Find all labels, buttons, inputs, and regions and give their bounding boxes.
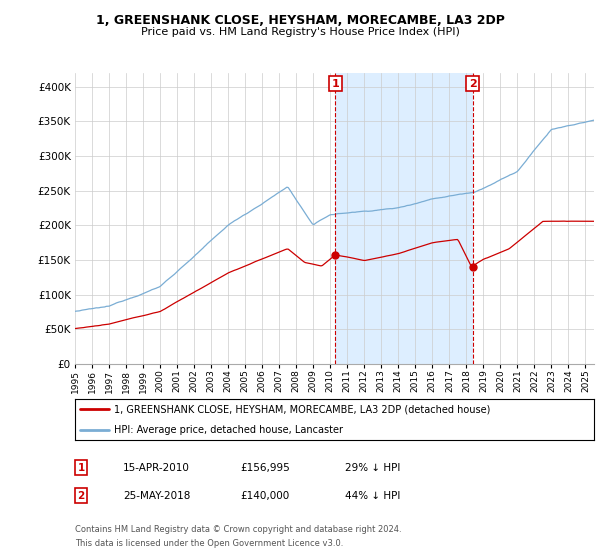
Text: £140,000: £140,000 — [240, 491, 289, 501]
Text: 2: 2 — [77, 491, 85, 501]
Text: 15-APR-2010: 15-APR-2010 — [123, 463, 190, 473]
Text: This data is licensed under the Open Government Licence v3.0.: This data is licensed under the Open Gov… — [75, 539, 343, 548]
Text: 29% ↓ HPI: 29% ↓ HPI — [345, 463, 400, 473]
Text: Contains HM Land Registry data © Crown copyright and database right 2024.: Contains HM Land Registry data © Crown c… — [75, 525, 401, 534]
Text: 1: 1 — [77, 463, 85, 473]
Text: Price paid vs. HM Land Registry's House Price Index (HPI): Price paid vs. HM Land Registry's House … — [140, 27, 460, 37]
Text: 44% ↓ HPI: 44% ↓ HPI — [345, 491, 400, 501]
Text: 25-MAY-2018: 25-MAY-2018 — [123, 491, 190, 501]
Text: £156,995: £156,995 — [240, 463, 290, 473]
Text: 1, GREENSHANK CLOSE, HEYSHAM, MORECAMBE, LA3 2DP: 1, GREENSHANK CLOSE, HEYSHAM, MORECAMBE,… — [95, 14, 505, 27]
Text: HPI: Average price, detached house, Lancaster: HPI: Average price, detached house, Lanc… — [114, 424, 343, 435]
Text: 2: 2 — [469, 78, 476, 88]
Bar — [335, 73, 473, 364]
Text: 1, GREENSHANK CLOSE, HEYSHAM, MORECAMBE, LA3 2DP (detached house): 1, GREENSHANK CLOSE, HEYSHAM, MORECAMBE,… — [114, 404, 490, 414]
Text: 1: 1 — [331, 78, 339, 88]
